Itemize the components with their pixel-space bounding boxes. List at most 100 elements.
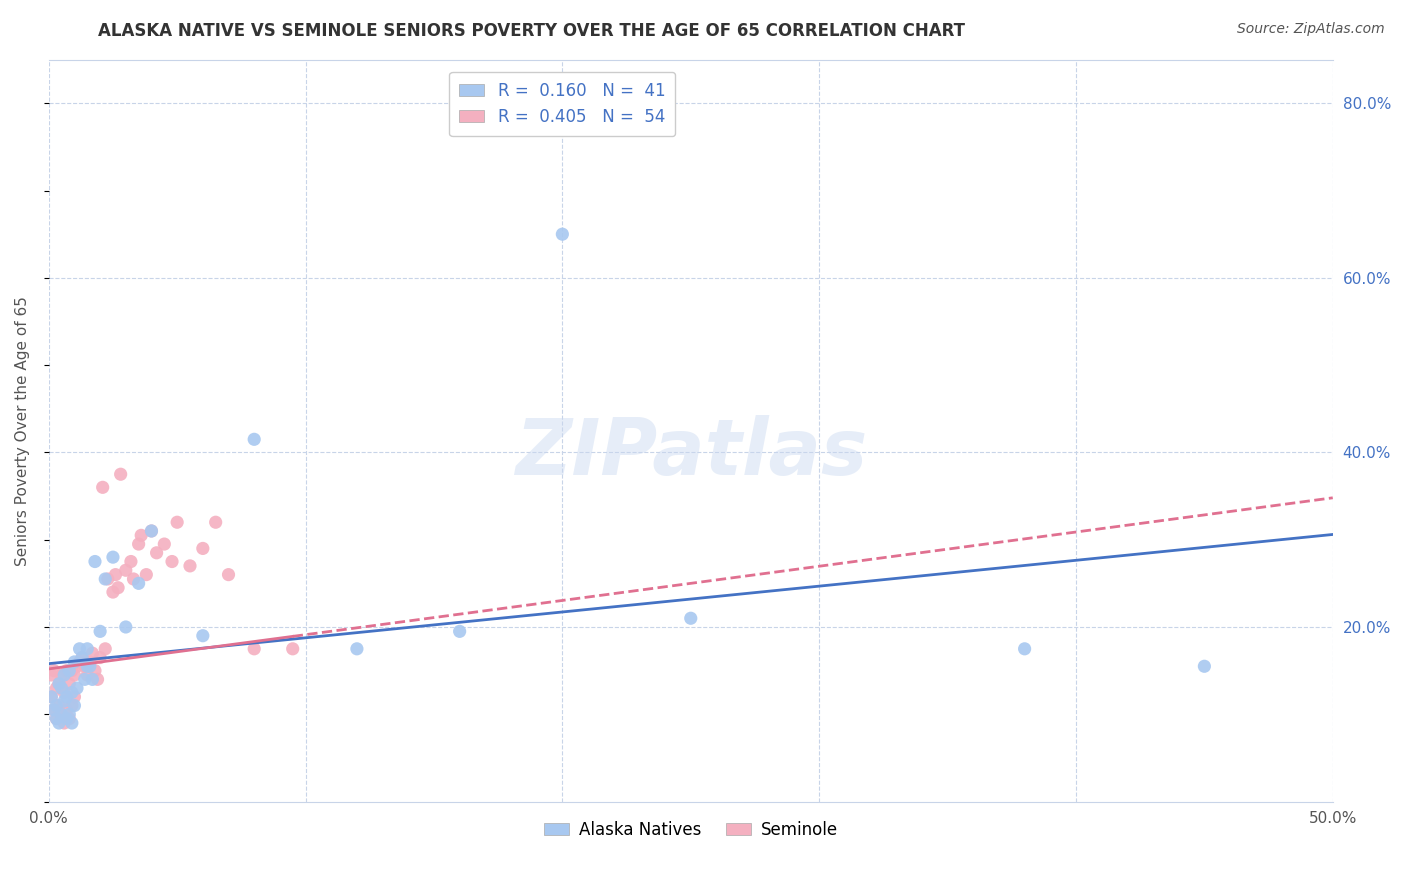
Point xyxy=(679,611,702,625)
Point xyxy=(58,707,80,722)
Point xyxy=(58,664,80,678)
Point xyxy=(191,541,214,556)
Point xyxy=(53,694,76,708)
Point xyxy=(55,664,77,678)
Point xyxy=(128,576,150,591)
Point xyxy=(45,712,67,726)
Point xyxy=(449,624,471,639)
Point xyxy=(91,480,114,494)
Point xyxy=(128,537,150,551)
Point xyxy=(160,555,183,569)
Point xyxy=(101,550,124,565)
Point xyxy=(122,572,145,586)
Text: ZIPatlas: ZIPatlas xyxy=(515,415,868,491)
Point xyxy=(141,524,163,538)
Point xyxy=(63,668,86,682)
Point xyxy=(84,664,107,678)
Point xyxy=(114,620,136,634)
Point xyxy=(76,668,98,682)
Point xyxy=(73,659,96,673)
Point xyxy=(218,567,240,582)
Point xyxy=(58,677,80,691)
Y-axis label: Seniors Poverty Over the Age of 65: Seniors Poverty Over the Age of 65 xyxy=(15,295,30,566)
Point xyxy=(79,655,101,669)
Point xyxy=(243,641,266,656)
Point xyxy=(42,703,65,717)
Point xyxy=(101,585,124,599)
Point xyxy=(114,563,136,577)
Point xyxy=(346,641,368,656)
Point xyxy=(70,650,93,665)
Point xyxy=(66,681,89,695)
Point xyxy=(45,698,67,713)
Point xyxy=(60,685,83,699)
Point xyxy=(73,673,96,687)
Point xyxy=(66,659,89,673)
Point xyxy=(53,685,76,699)
Point xyxy=(94,641,117,656)
Point xyxy=(51,707,73,722)
Point xyxy=(60,664,83,678)
Point xyxy=(60,716,83,731)
Point xyxy=(45,712,67,726)
Point xyxy=(53,716,76,731)
Point xyxy=(82,646,104,660)
Point xyxy=(45,681,67,695)
Point xyxy=(153,537,176,551)
Point xyxy=(39,668,62,682)
Point xyxy=(179,558,201,573)
Point xyxy=(129,528,152,542)
Point xyxy=(48,677,70,691)
Point xyxy=(51,668,73,682)
Point xyxy=(1194,659,1216,673)
Point xyxy=(110,467,132,482)
Legend: Alaska Natives, Seminole: Alaska Natives, Seminole xyxy=(537,814,845,846)
Point xyxy=(39,690,62,704)
Point xyxy=(145,546,167,560)
Point xyxy=(55,703,77,717)
Point xyxy=(48,716,70,731)
Point xyxy=(107,581,129,595)
Point xyxy=(84,555,107,569)
Point xyxy=(63,698,86,713)
Point xyxy=(48,677,70,691)
Point xyxy=(42,703,65,717)
Point xyxy=(551,227,574,242)
Point xyxy=(53,668,76,682)
Point xyxy=(63,690,86,704)
Point xyxy=(60,698,83,713)
Point xyxy=(89,624,111,639)
Point xyxy=(86,673,108,687)
Point xyxy=(63,655,86,669)
Point xyxy=(94,572,117,586)
Point xyxy=(42,664,65,678)
Point xyxy=(69,655,91,669)
Point xyxy=(48,698,70,713)
Point xyxy=(51,681,73,695)
Point xyxy=(1014,641,1036,656)
Point xyxy=(76,659,98,673)
Point xyxy=(281,641,304,656)
Point xyxy=(70,650,93,665)
Text: Source: ZipAtlas.com: Source: ZipAtlas.com xyxy=(1237,22,1385,37)
Point xyxy=(58,712,80,726)
Point xyxy=(55,712,77,726)
Point xyxy=(191,629,214,643)
Point xyxy=(204,515,226,529)
Point xyxy=(69,641,91,656)
Point xyxy=(89,650,111,665)
Point xyxy=(135,567,157,582)
Point xyxy=(166,515,188,529)
Point xyxy=(79,659,101,673)
Point xyxy=(120,555,142,569)
Point xyxy=(55,690,77,704)
Point xyxy=(76,641,98,656)
Point xyxy=(82,673,104,687)
Point xyxy=(39,690,62,704)
Point xyxy=(104,567,127,582)
Point xyxy=(141,524,163,538)
Point xyxy=(51,707,73,722)
Text: ALASKA NATIVE VS SEMINOLE SENIORS POVERTY OVER THE AGE OF 65 CORRELATION CHART: ALASKA NATIVE VS SEMINOLE SENIORS POVERT… xyxy=(98,22,966,40)
Point xyxy=(243,433,266,447)
Point xyxy=(97,572,120,586)
